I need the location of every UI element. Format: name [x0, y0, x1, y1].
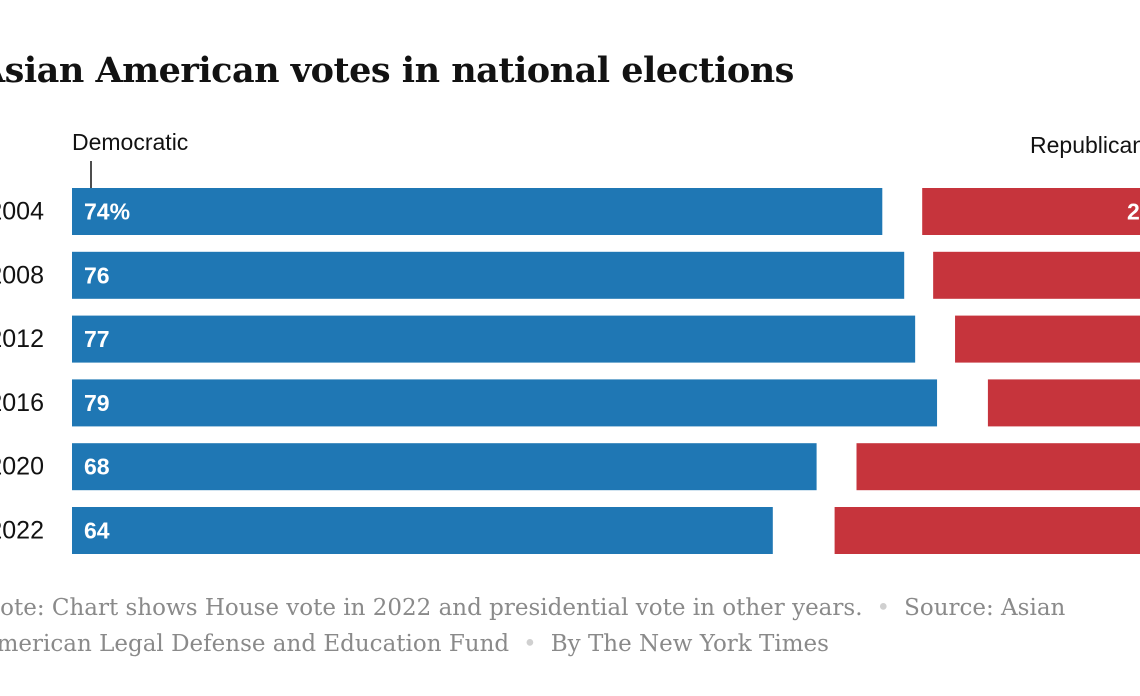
chart-title: Asian American votes in national electio…	[0, 50, 794, 91]
bar-chart: DemocraticRepublican200474%24%2008762320…	[0, 129, 1140, 554]
source-text: Source: Asian American Legal Defense and…	[0, 595, 1066, 657]
byline: By The New York Times	[550, 631, 829, 657]
value-label-democratic-2012: 77	[84, 326, 110, 352]
category-label-2016: 2016	[0, 389, 44, 417]
category-label-2020: 2020	[0, 453, 44, 481]
category-label-2004: 2004	[0, 198, 44, 226]
separator-dot: •	[523, 631, 537, 657]
bar-democratic-2022	[72, 507, 773, 554]
legend-republican: Republican	[1030, 132, 1140, 158]
bar-republican-2012	[955, 315, 1140, 363]
bar-republican-2020	[856, 443, 1140, 491]
chart-note: Note: Chart shows House vote in 2022 and…	[0, 590, 1120, 662]
category-label-2012: 2012	[0, 325, 44, 353]
value-label-republican-2004: 24%	[1127, 199, 1140, 225]
category-label-2022: 2022	[0, 517, 44, 545]
value-label-democratic-2016: 79	[84, 390, 110, 416]
bar-republican-2004	[922, 188, 1140, 235]
value-label-democratic-2022: 64	[84, 518, 110, 544]
bar-democratic-2020	[72, 443, 817, 491]
bar-democratic-2004	[72, 188, 883, 235]
value-label-democratic-2020: 68	[84, 454, 110, 480]
bar-republican-2022	[834, 507, 1140, 554]
bar-republican-2016	[987, 379, 1140, 427]
bar-republican-2008	[933, 251, 1140, 299]
bar-democratic-2008	[72, 251, 905, 299]
value-label-democratic-2004: 74%	[84, 199, 130, 225]
bar-democratic-2016	[72, 379, 938, 427]
value-label-democratic-2008: 76	[84, 262, 110, 288]
bar-democratic-2012	[72, 315, 916, 363]
note-text: Note: Chart shows House vote in 2022 and…	[0, 595, 863, 621]
separator-dot: •	[876, 595, 891, 621]
legend-democratic: Democratic	[72, 129, 188, 155]
